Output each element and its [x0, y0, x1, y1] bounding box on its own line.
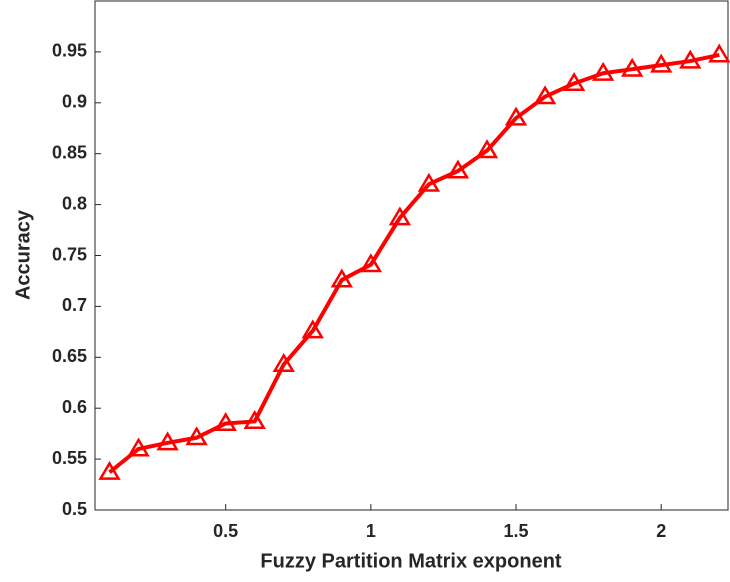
y-tick-label: 0.6 — [62, 397, 87, 417]
y-tick-label: 0.85 — [52, 142, 87, 162]
marker — [533, 85, 557, 105]
x-tick-label: 0.5 — [213, 521, 238, 541]
y-tick-label: 0.5 — [62, 499, 87, 519]
marker — [417, 172, 441, 192]
marker — [562, 71, 586, 92]
marker — [679, 49, 702, 69]
marker — [301, 319, 324, 339]
marker — [504, 106, 528, 126]
y-tick-label: 0.7 — [62, 295, 87, 315]
plot-frame — [94, 0, 729, 511]
line — [108, 52, 720, 474]
marker — [620, 57, 644, 77]
marker — [98, 460, 121, 480]
y-tick-label: 0.65 — [52, 346, 87, 366]
marker — [127, 437, 150, 457]
marker — [272, 352, 295, 372]
marker — [243, 409, 266, 429]
marker — [359, 253, 383, 273]
y-tick-label: 0.9 — [62, 92, 87, 112]
x-tick-label: 2 — [656, 521, 666, 541]
marker — [591, 61, 615, 81]
x-tick-label: 1.5 — [504, 521, 529, 541]
marker — [650, 53, 673, 73]
y-tick-label: 0.75 — [52, 244, 87, 264]
marker — [156, 431, 179, 451]
marker — [708, 43, 730, 63]
marker — [475, 139, 499, 159]
y-tick-label: 0.8 — [62, 193, 87, 213]
y-tick-label: 0.95 — [52, 41, 87, 61]
y-axis-label: Accuracy — [12, 209, 34, 300]
marker — [214, 412, 237, 432]
x-axis-label: Fuzzy Partition Matrix exponent — [260, 550, 561, 572]
marker — [446, 159, 470, 179]
x-tick-label: 1 — [366, 521, 376, 541]
marker — [388, 206, 412, 226]
marker — [185, 426, 208, 446]
marker — [330, 268, 353, 288]
y-tick-label: 0.55 — [52, 448, 87, 468]
